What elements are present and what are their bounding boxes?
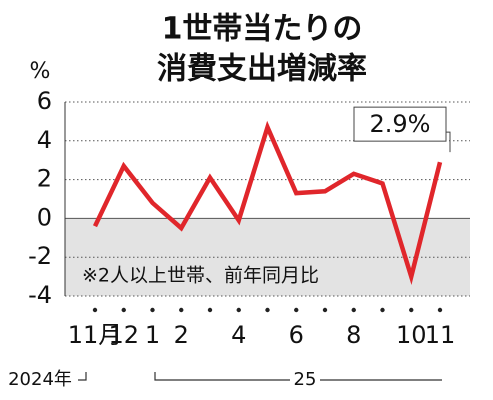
x-tick-dot — [207, 307, 213, 313]
x-tick-dot — [265, 307, 270, 313]
x-tick-dot — [437, 307, 443, 313]
x-tick-dot — [294, 307, 299, 313]
x-tick-label: 11月 — [68, 321, 123, 349]
x-tick-dot — [150, 307, 155, 313]
x-tick-label: 6 — [289, 321, 304, 349]
y-tick-label: 6 — [37, 87, 52, 115]
x-tick-dot — [92, 307, 98, 313]
x-tick-label: 1 — [145, 321, 160, 349]
chart-title: 消費支出増減率 — [157, 52, 367, 87]
x-tick-label: 8 — [346, 321, 361, 349]
label-leader — [446, 131, 451, 153]
y-tick-label: -4 — [28, 281, 52, 309]
label-box — [353, 106, 447, 142]
x-tick-label: 2 — [174, 321, 189, 349]
x-tick-dot — [236, 307, 241, 313]
x-tick-label: 4 — [231, 321, 246, 349]
year-label: 2024年 — [8, 369, 72, 390]
value-label: 2.9% — [370, 110, 431, 138]
y-tick-label: -2 — [28, 242, 52, 270]
chart-title: 1世帯当たりの — [162, 12, 363, 47]
x-tick-dot — [409, 307, 414, 313]
y-unit: % — [30, 59, 51, 84]
y-tick-label: 2 — [37, 165, 52, 193]
year-bracket — [154, 372, 442, 381]
annotation: ※2人以上世帯、前年同月比 — [82, 265, 319, 287]
data-line — [92, 120, 443, 285]
x-tick-dot — [351, 307, 356, 313]
x-tick-label: 11 — [425, 321, 456, 349]
year-label: 25 — [294, 369, 317, 390]
y-tick-label: 0 — [37, 203, 52, 231]
x-tick-dot — [380, 307, 385, 313]
x-tick-dot — [121, 307, 126, 313]
x-tick-dot — [322, 307, 328, 313]
y-tick-label: 4 — [37, 126, 52, 154]
x-tick-label: 12 — [108, 321, 139, 349]
x-tick-label: 10 — [396, 321, 427, 349]
x-tick-dot — [179, 307, 184, 313]
year-bracket — [78, 372, 87, 381]
